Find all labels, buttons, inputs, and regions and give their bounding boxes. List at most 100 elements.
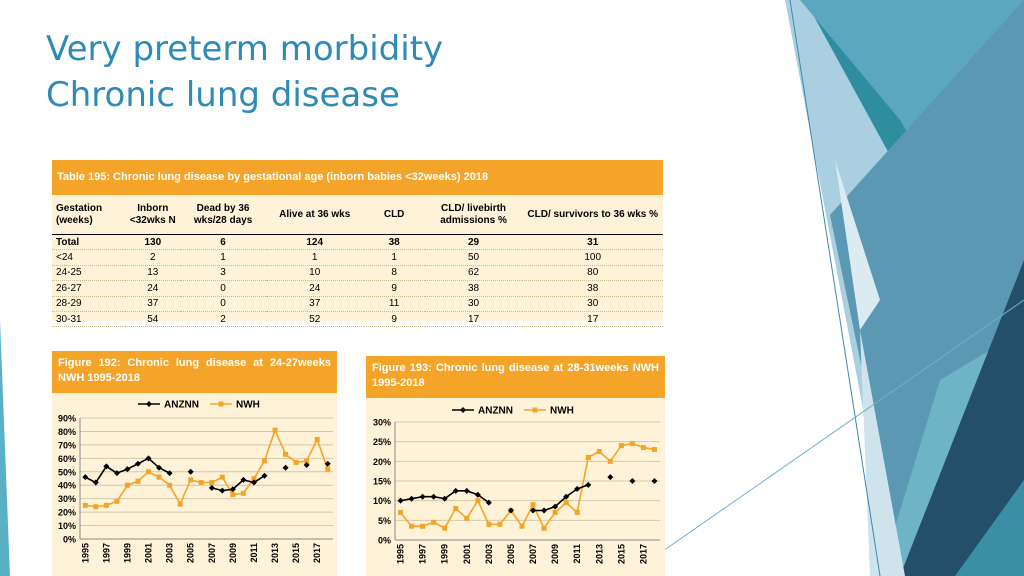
table-cell: 54 [147,313,159,325]
legend-marker-nwh [532,407,538,413]
data-point-anznn [250,479,257,486]
table-cell: 130 [144,236,162,248]
data-point-nwh [230,492,236,498]
data-point-anznn [208,484,215,491]
column-header: CLD/ survivors to 36 wks % [527,208,659,220]
data-point-nwh [420,523,426,529]
data-point-anznn [585,481,592,488]
table-cell: 8 [391,267,397,279]
data-point-nwh [124,482,130,488]
figure-193-title: Figure 193: Chronic lung disease at 28-3… [366,356,665,398]
x-tick-label: 2007 [207,543,217,563]
data-point-nwh [198,480,204,486]
data-point-anznn [166,470,173,477]
data-point-anznn [419,493,426,500]
table-cell: 30-31 [56,313,82,325]
table-cell: 28-29 [56,298,82,310]
y-tick-label: 90% [58,414,76,424]
data-point-nwh [304,458,310,464]
data-point-anznn [485,499,492,506]
data-point-nwh [283,451,289,457]
data-point-nwh [314,437,320,443]
data-point-nwh [167,482,173,488]
data-point-nwh [618,443,624,449]
x-tick-label: 1995 [80,543,90,563]
x-tick-label: 2017 [638,544,648,564]
x-tick-label: 1997 [101,543,111,563]
table-cell: 24 [147,282,159,294]
data-point-nwh [103,502,109,508]
table-row: 26-27 24 0 24 9 38 38 [52,281,663,297]
data-point-anznn [145,455,152,462]
column-header: Gestation (weeks) [56,202,103,226]
y-tick-label: 30% [58,494,76,504]
figure-192-panel: Figure 192: Chronic lung disease at 24-2… [52,351,337,576]
data-point-anznn [530,507,537,514]
data-point-anznn [187,468,194,475]
table-cell: 80 [587,267,599,279]
column-header: CLD [383,208,405,220]
data-point-nwh [607,458,613,464]
table-cell: <24 [56,252,73,264]
table-cell: 50 [467,252,480,264]
y-tick-label: 5% [378,516,391,526]
data-point-nwh [596,449,602,454]
x-tick-label: 2005 [186,543,196,563]
data-point-anznn [82,474,89,481]
data-point-nwh [251,476,257,481]
legend-label-anznn: ANZNN [478,406,513,417]
y-tick-label: 0% [378,536,391,546]
column-header: Dead by 36 wks/28 days [193,202,253,226]
x-tick-label: 1999 [440,544,450,564]
y-tick-label: 0% [63,535,76,545]
data-point-nwh [629,441,635,447]
data-point-anznn [156,464,163,471]
table-cell: 10 [309,267,321,279]
data-point-anznn [408,495,415,502]
data-point-nwh [651,447,657,453]
data-point-nwh [261,458,267,464]
x-tick-label: 2017 [312,543,322,563]
cld-table-panel: Table 195: Chronic lung disease by gesta… [52,160,663,327]
data-point-nwh [146,469,152,475]
series-line-nwh [399,442,655,530]
y-tick-label: 50% [58,467,76,477]
data-point-nwh [431,519,437,525]
data-point-anznn [441,495,448,502]
y-tick-label: 70% [58,440,76,450]
data-point-nwh [519,523,525,529]
table-cell: 1 [391,252,397,264]
table-cell: 2 [220,313,226,325]
y-tick-label: 15% [373,477,391,487]
table-cell: 6 [220,236,226,248]
table-cell: 9 [391,282,397,294]
data-point-anznn [651,478,658,484]
data-point-anznn [430,493,437,500]
x-tick-label: 2009 [228,543,238,563]
table-cell: 1 [220,252,226,264]
data-point-anznn [124,466,131,473]
table-row: <24 2 1 1 1 50 100 [52,250,663,266]
data-point-anznn [229,486,236,493]
legend-marker-anznn [460,407,466,413]
data-point-nwh [188,477,194,483]
table-cell: 13 [147,267,159,279]
data-point-anznn [103,463,110,470]
data-point-nwh [442,525,448,531]
table-caption: Table 195: Chronic lung disease by gesta… [52,160,663,195]
x-tick-label: 1997 [418,544,428,564]
data-point-anznn [219,487,226,494]
x-tick-label: 2001 [144,543,154,563]
column-header: CLD/ livebirth admissions % [440,202,507,226]
data-point-anznn [282,464,289,471]
data-point-anznn [134,460,141,467]
table-cell: 2 [150,252,156,264]
data-point-anznn [629,478,636,484]
y-tick-label: 40% [58,481,76,491]
legend-marker-anznn [146,401,152,407]
data-point-anznn [574,485,581,492]
table-cell: 52 [309,313,321,325]
table-cell: 37 [147,298,159,310]
data-point-nwh [209,480,215,486]
